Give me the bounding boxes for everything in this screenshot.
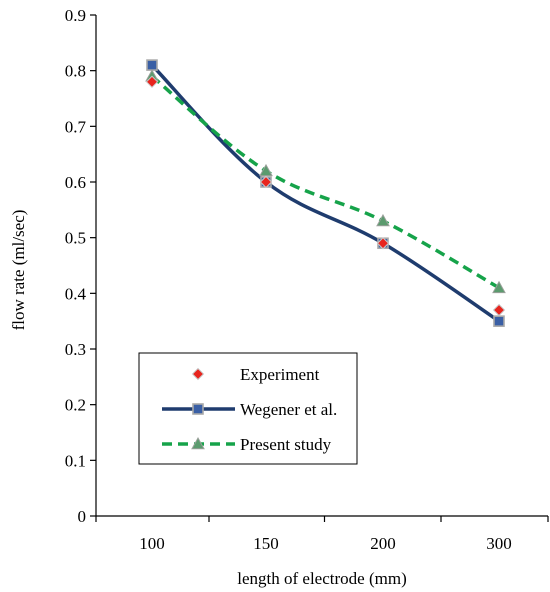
data-point (493, 315, 505, 327)
legend-item: Present study (162, 435, 332, 454)
y-tick-label: 0.9 (65, 6, 86, 25)
y-axis-label: flow rate (ml/sec) (9, 210, 28, 331)
data-point (146, 59, 158, 71)
legend-item: Wegener et al. (162, 400, 337, 419)
legend-marker (191, 436, 205, 450)
chart-axes: 0 0.1 0.2 0.3 0.4 0.5 0.6 0.7 0.8 0.9 100 150 200 300 (65, 6, 549, 553)
chart-legend: Experiment Wegener et al. Present study (138, 352, 358, 465)
series-line (150, 74, 500, 290)
y-tick-label: 0.3 (65, 340, 86, 359)
y-tick-label: 0 (78, 507, 87, 526)
data-point (376, 213, 390, 227)
legend-item: Experiment (191, 365, 320, 384)
legend-label: Present study (240, 435, 332, 454)
x-tick-label: 300 (486, 534, 512, 553)
y-tick-label: 0.7 (65, 117, 87, 136)
legend-marker (191, 367, 205, 381)
y-tick-label: 0.2 (65, 396, 86, 415)
x-tick-label: 200 (370, 534, 396, 553)
chart-series (145, 59, 506, 327)
legend-label: Experiment (240, 365, 320, 384)
series-present-study (145, 69, 506, 294)
y-tick-label: 0.1 (65, 451, 86, 470)
x-tick-label: 150 (253, 534, 279, 553)
legend-label: Wegener et al. (240, 400, 337, 419)
data-point (376, 237, 390, 250)
x-axis-label: length of electrode (mm) (237, 569, 406, 588)
data-point (492, 303, 506, 317)
legend-marker (192, 403, 204, 415)
y-tick-label: 0.5 (65, 229, 86, 248)
data-point (145, 75, 159, 89)
data-point (259, 163, 273, 177)
data-point (259, 175, 273, 189)
series-line (150, 63, 500, 323)
x-tick-label: 100 (139, 534, 165, 553)
y-tick-label: 0.4 (65, 284, 87, 303)
series-wegener-et-al (146, 59, 505, 327)
y-tick-label: 0.6 (65, 173, 86, 192)
series-experiment (145, 75, 506, 317)
data-point (492, 280, 506, 294)
y-tick-label: 0.8 (65, 62, 86, 81)
